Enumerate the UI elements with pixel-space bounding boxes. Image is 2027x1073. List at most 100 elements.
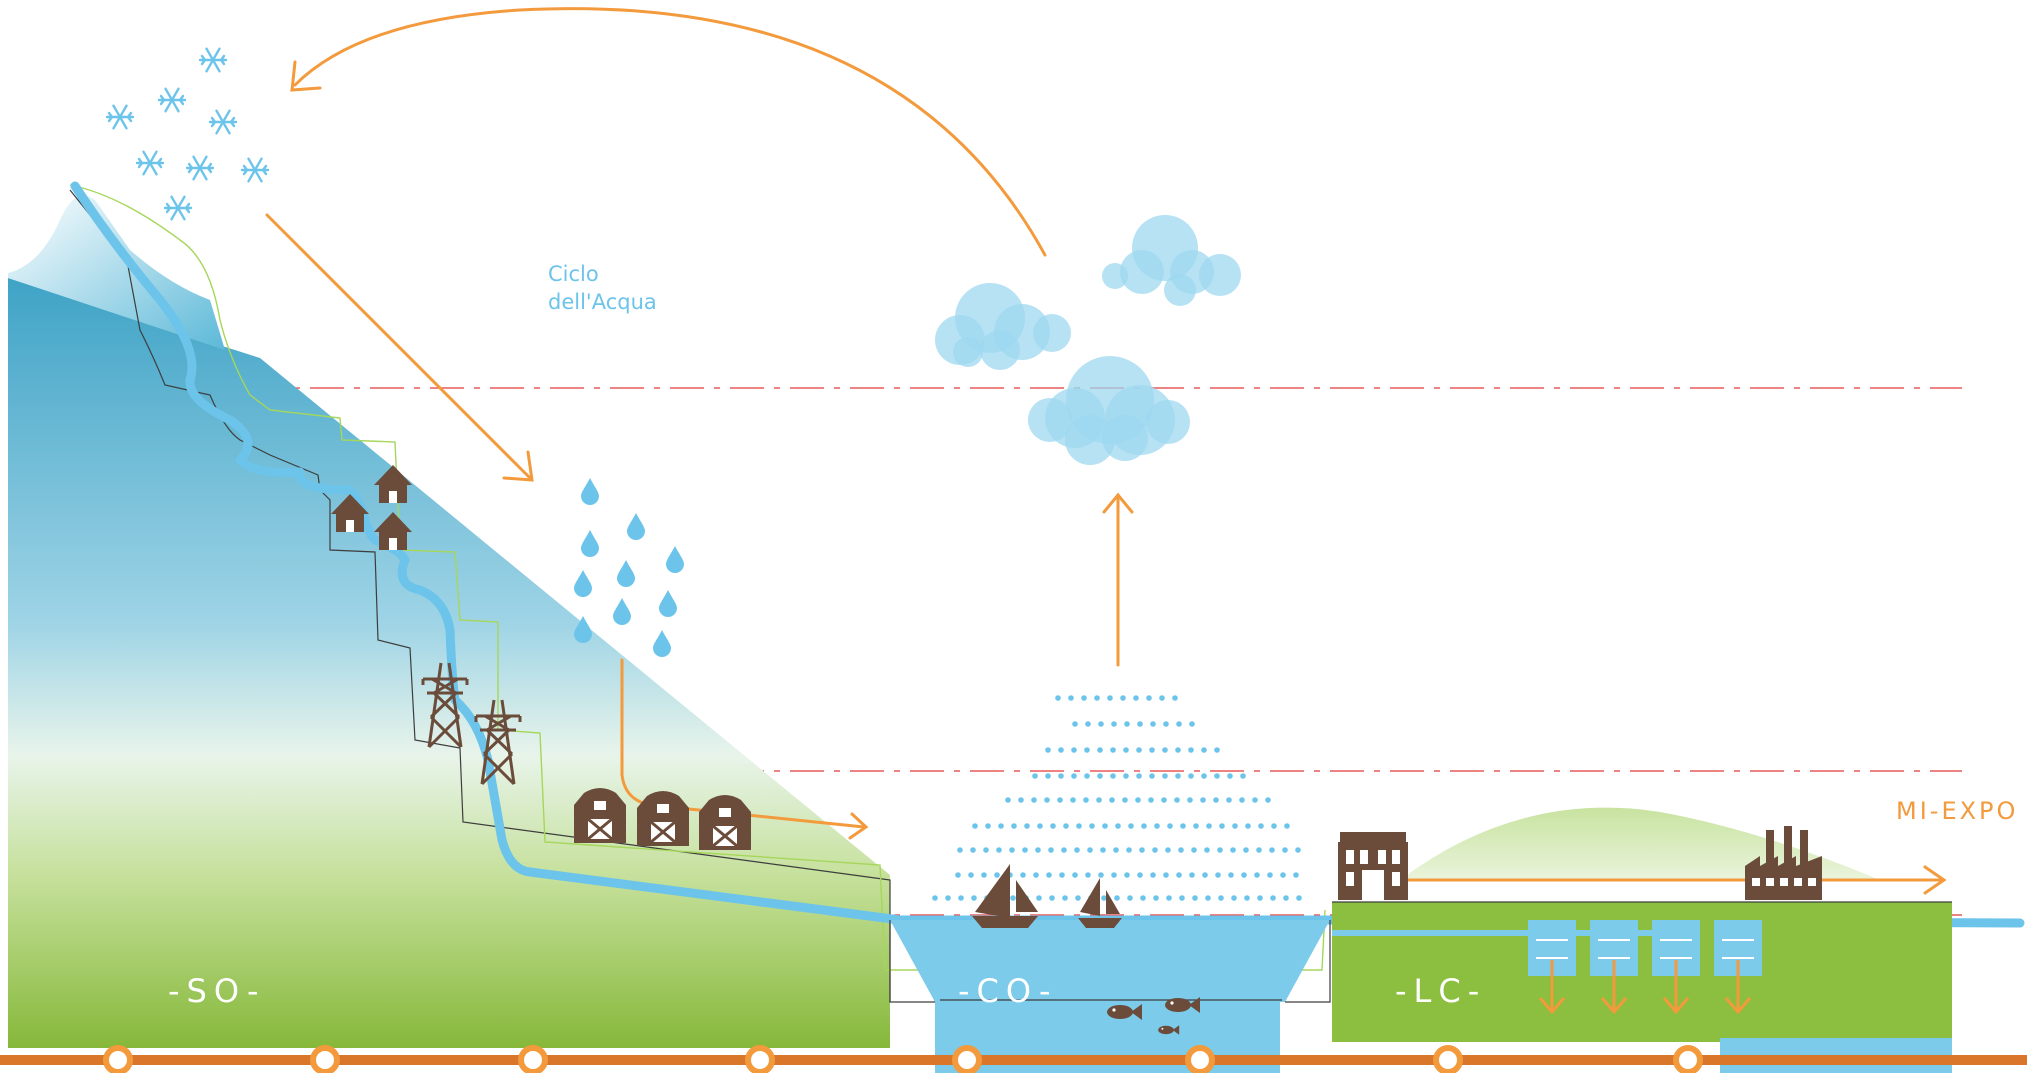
- evaporation-dot: [1110, 773, 1116, 779]
- evaporation-dot: [1154, 823, 1160, 829]
- evaporation-dot: [1200, 797, 1206, 803]
- mountain-outline-green: [69, 184, 1326, 971]
- evaporation-dot: [1071, 773, 1077, 779]
- evaporation-dot: [970, 847, 976, 853]
- evaporation-dot: [1165, 847, 1171, 853]
- evaporation-dot: [1101, 895, 1107, 901]
- zone-label-so: -SO-: [168, 972, 266, 1010]
- evaporation-dot: [1033, 872, 1039, 878]
- evaporation-dot: [1087, 847, 1093, 853]
- evaporation-dot: [1293, 872, 1299, 878]
- evaporation-dot: [1178, 847, 1184, 853]
- evaporation-dot: [1265, 797, 1271, 803]
- evaporation-dot: [1213, 797, 1219, 803]
- evaporation-dot: [1152, 847, 1158, 853]
- evaporation-dot: [1037, 823, 1043, 829]
- snowflake-icon: [105, 47, 270, 221]
- evaporation-dot: [1102, 823, 1108, 829]
- evaporation-dot: [1175, 773, 1181, 779]
- wells: [1528, 920, 1762, 1015]
- evaporation-dot: [1243, 847, 1249, 853]
- evaporation-dot: [1098, 721, 1104, 727]
- evaporation-dot: [1280, 872, 1286, 878]
- evaporation-dot: [1018, 797, 1024, 803]
- evaporation-dot: [1201, 747, 1207, 753]
- title-line-2: dell'Acqua: [548, 290, 657, 314]
- evaporation-dot: [1189, 872, 1195, 878]
- evaporation-dot: [1161, 797, 1167, 803]
- evaporation-dot: [1257, 895, 1263, 901]
- evaporation-dot: [1179, 895, 1185, 901]
- evaporation-dot: [1146, 695, 1152, 701]
- evaporation-dot: [1176, 721, 1182, 727]
- title-line-1: Ciclo: [548, 262, 599, 286]
- evaporation-dot: [972, 823, 978, 829]
- evaporation-dot: [1226, 797, 1232, 803]
- evaporation-dot: [1137, 872, 1143, 878]
- evaporation-dot: [1063, 823, 1069, 829]
- evaporation-dot: [1159, 695, 1165, 701]
- evaporation-dot: [1218, 895, 1224, 901]
- evaporation-dot: [981, 872, 987, 878]
- evaporation-dot: [1114, 895, 1120, 901]
- evaporation-dot: [1120, 695, 1126, 701]
- bottom-bar: [0, 1055, 2027, 1065]
- boat-icon: [972, 864, 1122, 928]
- evaporation-dot: [1239, 797, 1245, 803]
- evaporation-dot: [1072, 872, 1078, 878]
- evaporation-dot: [1123, 773, 1129, 779]
- evaporation-dot: [1219, 823, 1225, 829]
- evaporation-dot: [985, 823, 991, 829]
- evaporation-dot: [1045, 747, 1051, 753]
- evaporation-dot: [1137, 721, 1143, 727]
- evaporation-dot: [1139, 847, 1145, 853]
- evaporation-dot: [1205, 895, 1211, 901]
- evaporation-dot: [1075, 895, 1081, 901]
- evaporation-dot: [1076, 823, 1082, 829]
- evaporation-dot: [1191, 847, 1197, 853]
- evaporation-dot: [1096, 797, 1102, 803]
- evaporation-dot: [1123, 747, 1129, 753]
- evaporation-dot: [1035, 847, 1041, 853]
- evaporation-dot: [971, 895, 977, 901]
- evaporation-dot: [1061, 847, 1067, 853]
- evaporation-dot: [1166, 895, 1172, 901]
- evaporation-dot: [1127, 895, 1133, 901]
- evaporation-dot: [1048, 847, 1054, 853]
- evaporation-dot: [957, 847, 963, 853]
- evaporation-dot: [998, 823, 1004, 829]
- evaporation-dot: [1240, 773, 1246, 779]
- evaporation-dot: [1201, 773, 1207, 779]
- evaporation-dot: [1214, 747, 1220, 753]
- evaporation-dot: [1217, 847, 1223, 853]
- evaporation-dot: [1094, 695, 1100, 701]
- evaporation-dot: [1057, 797, 1063, 803]
- river: [70, 181, 2025, 928]
- evaporation-dot: [1085, 721, 1091, 727]
- evaporation-dot: [1089, 823, 1095, 829]
- evaporation-dot: [1163, 721, 1169, 727]
- evaporation-dot: [1150, 721, 1156, 727]
- evaporation-dot: [1058, 747, 1064, 753]
- evaporation-dot: [1083, 797, 1089, 803]
- evaporation-dot: [1122, 797, 1128, 803]
- evaporation-dot: [968, 872, 974, 878]
- evaporation-dot: [1153, 895, 1159, 901]
- evaporation-dot: [1283, 895, 1289, 901]
- bottom-stations: [103, 1045, 1703, 1073]
- evaporation-dot: [1227, 773, 1233, 779]
- evaporation-dot: [1110, 747, 1116, 753]
- evaporation-dot: [1005, 797, 1011, 803]
- evaporation-dot: [1115, 823, 1121, 829]
- cloud-icon: [935, 215, 1241, 465]
- plain: [1332, 902, 1952, 1042]
- evaporation-dot: [1071, 747, 1077, 753]
- evaporation-dot: [1149, 747, 1155, 753]
- evaporation-dot: [1162, 773, 1168, 779]
- diagram-title: Ciclo dell'Acqua: [548, 260, 657, 316]
- raindrop-icon: [574, 478, 684, 657]
- evaporation-dot: [1214, 773, 1220, 779]
- evaporation-dot: [1059, 872, 1065, 878]
- cycle-arrows: [265, 7, 1947, 895]
